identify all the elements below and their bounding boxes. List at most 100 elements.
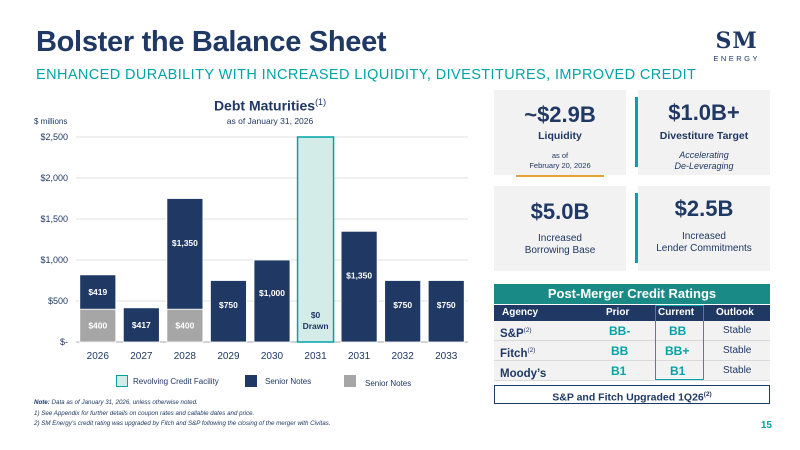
bar-senior-notes bbox=[340, 230, 378, 343]
upgrade-callout: S&P and Fitch Upgraded 1Q26(2) bbox=[494, 385, 770, 404]
current-fitch: BB+ bbox=[665, 344, 690, 358]
ratings-table-title: Post-Merger Credit Ratings bbox=[494, 284, 770, 304]
stat-borrowing-base: $5.0B Increased Borrowing Base bbox=[494, 186, 626, 271]
outlook-sp: Stable bbox=[723, 325, 752, 336]
ratings-row-sp: S&P(2) BB- BB Stable bbox=[494, 321, 770, 341]
y-tick-label: $1,500 bbox=[40, 214, 68, 224]
ratings-row-fitch: Fitch(2) BB BB+ Stable bbox=[494, 341, 770, 361]
stat-liquidity-note1: as of bbox=[551, 151, 569, 160]
col-outlook: Outlook bbox=[716, 307, 754, 318]
revolver-label: Drawn bbox=[303, 321, 329, 331]
x-tick-label: 2030 bbox=[261, 351, 284, 362]
legend-label-senior-notes-gray: Senior Notes bbox=[365, 379, 412, 388]
page-number: 15 bbox=[760, 420, 772, 431]
y-tick-label: $2,500 bbox=[40, 132, 68, 142]
bar-senior-notes bbox=[122, 307, 160, 343]
stat-divestiture-accent bbox=[635, 97, 638, 167]
y-tick-label: $2,000 bbox=[40, 173, 68, 183]
outlook-fitch: Stable bbox=[723, 345, 752, 356]
agency-moodys: Moody’s bbox=[500, 361, 546, 384]
agency-fitch: Fitch(2) bbox=[500, 341, 535, 364]
upgrade-note: (2) bbox=[703, 391, 712, 398]
y-tick-label: $500 bbox=[48, 296, 68, 306]
bar-senior-notes bbox=[253, 259, 291, 343]
bar-value-label: $1,000 bbox=[259, 288, 285, 298]
bar-value-label: $1,350 bbox=[346, 271, 372, 281]
col-agency: Agency bbox=[502, 307, 539, 318]
bar-revolver bbox=[296, 136, 335, 343]
footnote-1: 1) See Appendix for further details on c… bbox=[34, 409, 255, 417]
legend-label-senior-notes-navy: Senior Notes bbox=[265, 377, 312, 386]
stat-liquidity-value: ~$2.9B bbox=[524, 102, 596, 127]
bar-value-label: $417 bbox=[132, 320, 151, 330]
logo-subtext: ENERGY bbox=[713, 54, 760, 63]
prior-sp: BB- bbox=[609, 324, 631, 338]
col-current: Current bbox=[658, 307, 695, 318]
agency-fitch-note: (2) bbox=[527, 347, 536, 354]
footnote-note-text: Data as of January 31, 2026, unless othe… bbox=[51, 399, 198, 406]
stat-liquidity-accent bbox=[516, 175, 604, 177]
outlook-moodys: Stable bbox=[723, 365, 752, 376]
bar-value-label: $750 bbox=[393, 300, 412, 310]
x-tick-label: 2029 bbox=[217, 351, 240, 362]
stat-divestiture: $1.0B+ Divestiture Target Accelerating D… bbox=[638, 90, 770, 175]
company-logo: SM ENERGY bbox=[713, 30, 760, 63]
logo-text: SM bbox=[715, 28, 758, 54]
legend-swatch-revolver bbox=[116, 375, 128, 387]
footnote-note-label: Note: bbox=[34, 399, 50, 406]
bar-value-label: $400 bbox=[175, 321, 194, 331]
chart-units: $ millions bbox=[34, 117, 68, 126]
page-subtitle: ENHANCED DURABILITY WITH INCREASED LIQUI… bbox=[36, 67, 697, 83]
x-tick-label: 2031 bbox=[348, 351, 371, 362]
stat-lender-commitments: $2.5B Increased Lender Commitments bbox=[638, 186, 770, 271]
stat-lender-value: $2.5B bbox=[674, 196, 734, 221]
bar-senior-notes bbox=[166, 198, 204, 310]
current-sp: BB bbox=[669, 324, 687, 338]
stat-lender-label2: Lender Commitments bbox=[656, 243, 752, 254]
agency-sp: S&P(2) bbox=[500, 321, 532, 344]
stat-lender-accent bbox=[635, 193, 638, 263]
revolver-label: $0 bbox=[311, 310, 321, 320]
current-column-highlight bbox=[655, 305, 704, 380]
chart-title-text: Debt Maturities bbox=[213, 97, 316, 114]
stat-liquidity-label: Liquidity bbox=[538, 130, 582, 142]
footnotes: Note: Data as of January 31, 2026, unles… bbox=[34, 398, 330, 430]
x-tick-label: 2027 bbox=[130, 351, 153, 362]
y-tick-label: $1,000 bbox=[40, 255, 68, 265]
agency-sp-note: (2) bbox=[523, 327, 532, 334]
stat-divestiture-value: $1.0B+ bbox=[668, 100, 740, 125]
bar-senior-notes bbox=[384, 280, 422, 343]
footnote-2: 2) SM Energy’s credit rating was upgrade… bbox=[34, 420, 331, 427]
debt-maturities-chart: $- $500 $1,000 $1,500 $2,000 $2,500 $400 $419 20… bbox=[40, 132, 468, 362]
chart-title-footnote: (1) bbox=[315, 97, 327, 107]
legend-swatch-senior-notes-navy bbox=[245, 375, 257, 387]
prior-fitch: BB bbox=[611, 344, 629, 358]
bar-value-label: $750 bbox=[219, 300, 238, 310]
bar-value-label: $750 bbox=[437, 300, 456, 310]
bar-senior-notes bbox=[427, 280, 465, 343]
stat-borrowing-value: $5.0B bbox=[530, 199, 590, 224]
agency-sp-name: S&P bbox=[500, 327, 524, 340]
x-tick-label: 2033 bbox=[435, 351, 458, 362]
y-tick-label: $- bbox=[60, 337, 68, 347]
upgrade-text: S&P and Fitch Upgraded 1Q26 bbox=[552, 391, 704, 404]
x-tick-label: 2032 bbox=[392, 351, 415, 362]
page-title: Bolster the Balance Sheet bbox=[36, 26, 387, 58]
stat-liquidity-note2: February 20, 2026 bbox=[529, 161, 591, 170]
stat-lender-label1: Increased bbox=[682, 231, 726, 242]
agency-fitch-name: Fitch bbox=[500, 347, 528, 360]
legend-swatch-senior-notes-gray bbox=[344, 375, 356, 387]
ratings-row-moodys: Moody’s B1 B1 Stable bbox=[494, 361, 770, 381]
stat-divestiture-note1: Accelerating bbox=[679, 150, 729, 160]
stat-divestiture-note2: De-Leveraging bbox=[674, 161, 734, 171]
col-prior: Prior bbox=[606, 307, 630, 318]
bar-senior-notes bbox=[210, 280, 247, 343]
chart-title: Debt Maturities(1) bbox=[185, 97, 355, 114]
chart-subtitle: as of January 31, 2026 bbox=[226, 116, 314, 126]
stat-borrowing-label2: Borrowing Base bbox=[524, 245, 596, 256]
bar-senior-notes bbox=[79, 274, 117, 310]
x-tick-label: 2028 bbox=[174, 351, 197, 362]
bar-value-label: $1,350 bbox=[172, 238, 198, 248]
agency-moodys-name: Moody’s bbox=[500, 367, 547, 380]
bar-value-label: $419 bbox=[88, 287, 107, 297]
